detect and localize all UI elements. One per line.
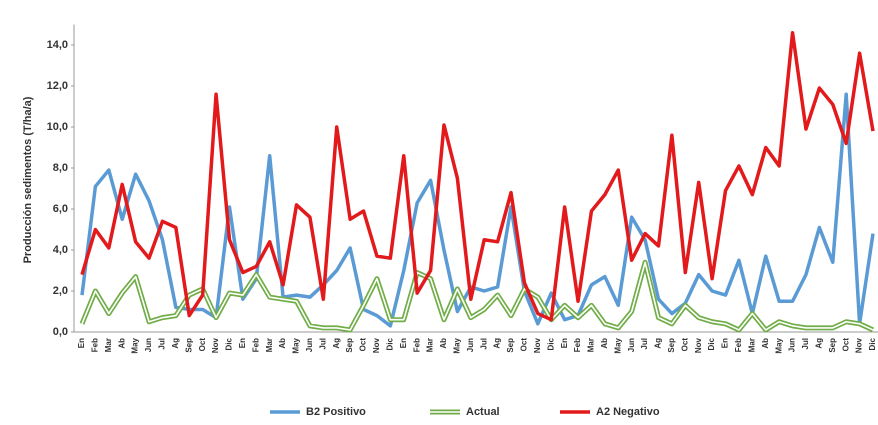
x-tick-label: Ag <box>332 338 341 349</box>
y-tick-label: 2,0 <box>53 285 68 297</box>
legend-label: B2 Positivo <box>306 406 366 418</box>
x-tick-label: May <box>131 337 140 353</box>
x-tick-label: Nov <box>533 337 542 353</box>
x-tick-label: Jul <box>479 338 488 350</box>
x-tick-label: Jul <box>318 338 327 350</box>
x-tick-label: En <box>77 338 86 348</box>
x-tick-label: En <box>399 338 408 348</box>
x-tick-label: Feb <box>412 338 421 352</box>
x-tick-label: Mar <box>747 338 756 352</box>
y-tick-label: 10,0 <box>47 121 68 133</box>
x-tick-label: May <box>452 337 461 353</box>
x-tick-label: Sep <box>667 338 676 353</box>
x-tick-label: May <box>613 337 622 353</box>
y-tick-label: 12,0 <box>47 80 68 92</box>
x-tick-label: Dic <box>546 337 555 350</box>
x-tick-label: Nov <box>855 337 864 353</box>
legend-label: A2 Negativo <box>596 406 660 418</box>
x-tick-label: Dic <box>868 337 877 350</box>
x-tick-label: Sep <box>345 338 354 353</box>
x-tick-label: Ab <box>117 338 126 349</box>
y-tick-label: 6,0 <box>53 203 68 215</box>
x-tick-label: Jul <box>640 338 649 350</box>
x-tick-label: Jun <box>627 338 636 352</box>
x-tick-label: Sep <box>506 338 515 353</box>
x-tick-label: Dic <box>707 337 716 350</box>
line-series-inner <box>81 261 874 331</box>
x-tick-label: Oct <box>359 338 368 352</box>
x-tick-label: Jul <box>158 338 167 350</box>
x-tick-label: Ab <box>278 338 287 349</box>
x-tick-label: Oct <box>841 338 850 352</box>
y-tick-label: 0,0 <box>53 326 68 338</box>
x-tick-label: May <box>774 337 783 353</box>
legend-label: Actual <box>466 406 500 418</box>
x-tick-label: Feb <box>573 338 582 352</box>
y-tick-label: 14,0 <box>47 39 68 51</box>
x-tick-label: Mar <box>265 338 274 352</box>
x-tick-label: Ag <box>493 338 502 349</box>
x-tick-label: Ab <box>761 338 770 349</box>
x-tick-label: Jul <box>801 338 810 350</box>
x-tick-label: Feb <box>91 338 100 352</box>
x-tick-label: Feb <box>734 338 743 352</box>
x-tick-label: Ab <box>439 338 448 349</box>
x-tick-label: En <box>721 338 730 348</box>
x-tick-label: Oct <box>680 338 689 352</box>
x-tick-label: Dic <box>225 337 234 350</box>
y-tick-label: 8,0 <box>53 162 68 174</box>
x-tick-label: Mar <box>587 338 596 352</box>
x-tick-label: Ab <box>600 338 609 349</box>
x-tick-label: Jun <box>305 338 314 352</box>
x-tick-label: Ag <box>814 338 823 349</box>
x-tick-label: Nov <box>694 337 703 353</box>
x-tick-label: May <box>292 337 301 353</box>
x-tick-label: Ag <box>654 338 663 349</box>
x-tick-label: Ag <box>171 338 180 349</box>
y-axis-label: Producción sedimentos (T/ha/a) <box>22 96 34 263</box>
line-series <box>80 30 875 322</box>
x-tick-label: Nov <box>372 337 381 353</box>
x-tick-label: Jun <box>144 338 153 352</box>
x-tick-label: Sep <box>828 338 837 353</box>
x-tick-label: Feb <box>251 338 260 352</box>
x-tick-label: Sep <box>184 338 193 353</box>
x-tick-label: Oct <box>520 338 529 352</box>
x-tick-label: Mar <box>104 338 113 352</box>
x-tick-label: Jun <box>466 338 475 352</box>
x-tick-label: Mar <box>426 338 435 352</box>
x-tick-label: Dic <box>385 337 394 350</box>
x-tick-label: Oct <box>198 338 207 352</box>
x-tick-label: Jun <box>788 338 797 352</box>
y-tick-label: 4,0 <box>53 244 68 256</box>
x-tick-label: En <box>238 338 247 348</box>
x-tick-label: Nov <box>211 337 220 353</box>
x-tick-label: En <box>560 338 569 348</box>
